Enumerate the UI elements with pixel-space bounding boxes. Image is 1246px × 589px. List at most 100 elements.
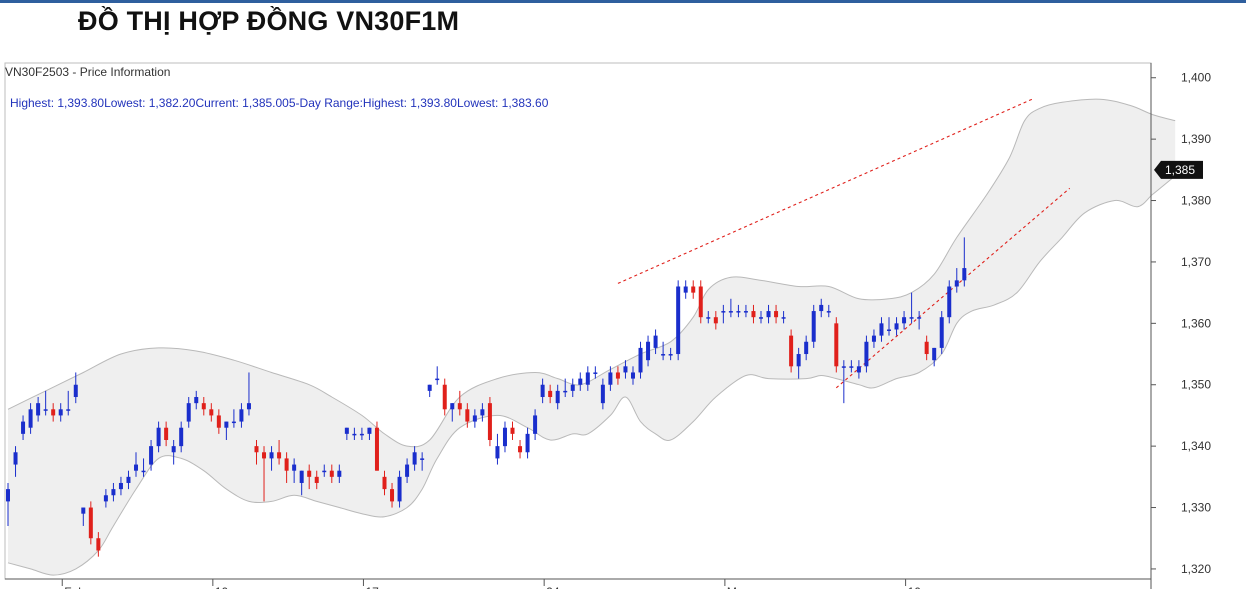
candle bbox=[171, 439, 176, 465]
top-accent-rule bbox=[0, 0, 1246, 3]
candle-body bbox=[909, 317, 914, 319]
candle bbox=[269, 446, 274, 471]
candle-body bbox=[126, 476, 131, 483]
candle-body bbox=[367, 427, 372, 434]
candle bbox=[962, 237, 967, 287]
candle-body bbox=[156, 427, 161, 447]
candle bbox=[638, 341, 643, 379]
candle-body bbox=[262, 452, 267, 459]
candle bbox=[570, 378, 575, 398]
candle bbox=[706, 311, 711, 324]
candle bbox=[13, 446, 18, 477]
candle-body bbox=[329, 470, 334, 477]
candle-body bbox=[337, 470, 342, 477]
candle bbox=[924, 335, 929, 361]
current-price-tag-label: 1,385 bbox=[1165, 163, 1195, 177]
candle-body bbox=[819, 304, 824, 312]
candle-body bbox=[578, 378, 583, 385]
candle-body bbox=[427, 384, 432, 391]
candle bbox=[156, 421, 161, 453]
candle bbox=[691, 280, 696, 299]
candle bbox=[630, 366, 635, 385]
candle bbox=[382, 470, 387, 496]
candle-body bbox=[533, 415, 538, 434]
candle-body bbox=[706, 317, 711, 319]
candle bbox=[917, 311, 922, 330]
candle bbox=[6, 482, 10, 526]
candle bbox=[66, 390, 71, 416]
candle bbox=[533, 409, 538, 440]
symbol-label: VN30F2503 - Price Information bbox=[5, 65, 170, 79]
candle bbox=[781, 311, 786, 324]
candle bbox=[646, 335, 651, 367]
candle bbox=[713, 311, 718, 330]
candle bbox=[909, 292, 914, 324]
candle-body bbox=[593, 372, 598, 374]
candle bbox=[262, 446, 267, 502]
candle bbox=[623, 360, 628, 379]
candle bbox=[871, 329, 876, 348]
candle bbox=[405, 458, 410, 483]
candle bbox=[420, 452, 425, 471]
candle bbox=[186, 397, 191, 428]
candle-body bbox=[382, 476, 387, 490]
candle-body bbox=[6, 489, 10, 502]
candle-body bbox=[43, 409, 48, 411]
candle bbox=[457, 390, 462, 416]
candle bbox=[442, 378, 447, 416]
candle-body bbox=[442, 384, 447, 410]
candle bbox=[939, 311, 944, 355]
candle-body bbox=[96, 538, 101, 551]
candle bbox=[231, 409, 236, 428]
candle bbox=[51, 403, 56, 422]
candle bbox=[73, 372, 78, 404]
candle bbox=[841, 360, 846, 404]
candle-body bbox=[932, 347, 937, 361]
candle bbox=[397, 470, 402, 508]
candle-body bbox=[299, 470, 304, 483]
candle bbox=[864, 335, 869, 373]
candle-body bbox=[721, 311, 726, 313]
candle bbox=[487, 397, 492, 447]
candle bbox=[337, 464, 342, 483]
candle-body bbox=[480, 409, 485, 416]
candle bbox=[472, 409, 477, 428]
current-price-tag-box bbox=[1154, 160, 1203, 179]
candle bbox=[796, 347, 801, 379]
y-tick-label: 1,330 bbox=[1181, 501, 1211, 515]
candle-body bbox=[864, 341, 869, 367]
candle-body bbox=[548, 390, 553, 398]
candle-body bbox=[149, 446, 154, 465]
candle bbox=[179, 421, 184, 453]
candle bbox=[789, 329, 794, 373]
candle bbox=[216, 409, 221, 434]
candle-body bbox=[917, 317, 922, 319]
candle bbox=[96, 532, 101, 557]
candle-body bbox=[902, 317, 907, 324]
candle-body bbox=[789, 335, 794, 367]
candle-body bbox=[254, 446, 259, 453]
candle bbox=[149, 439, 154, 471]
candle-body bbox=[269, 452, 274, 459]
candle bbox=[43, 390, 48, 416]
y-tick-label: 1,380 bbox=[1181, 194, 1211, 208]
candle bbox=[540, 378, 545, 404]
candle bbox=[947, 280, 952, 324]
candle bbox=[585, 366, 590, 391]
candle-body bbox=[118, 482, 123, 490]
candle-body bbox=[179, 427, 184, 447]
candle-body bbox=[412, 452, 417, 465]
candle bbox=[668, 347, 673, 361]
candle bbox=[894, 317, 899, 336]
candle bbox=[314, 470, 319, 490]
current-price-tag: 1,385 bbox=[1154, 160, 1203, 179]
candle-body bbox=[630, 372, 635, 379]
candle-body bbox=[728, 311, 733, 313]
candle bbox=[495, 433, 500, 465]
candle bbox=[676, 280, 681, 361]
candle bbox=[134, 452, 139, 477]
candle-body bbox=[216, 415, 221, 428]
candle-body bbox=[209, 409, 214, 416]
candle-body bbox=[58, 409, 63, 416]
band-fill bbox=[8, 99, 1176, 576]
